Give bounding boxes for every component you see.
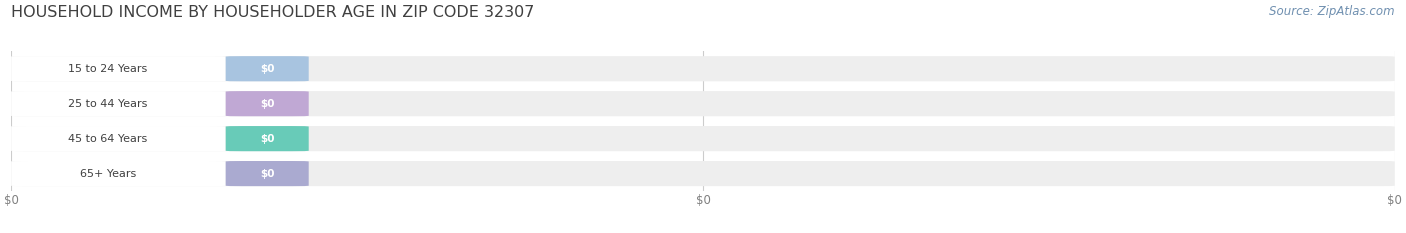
FancyBboxPatch shape	[11, 126, 226, 151]
Text: 45 to 64 Years: 45 to 64 Years	[67, 134, 148, 144]
Text: $0: $0	[260, 64, 274, 74]
Text: 25 to 44 Years: 25 to 44 Years	[67, 99, 148, 109]
Text: HOUSEHOLD INCOME BY HOUSEHOLDER AGE IN ZIP CODE 32307: HOUSEHOLD INCOME BY HOUSEHOLDER AGE IN Z…	[11, 5, 534, 20]
FancyBboxPatch shape	[11, 91, 226, 116]
FancyBboxPatch shape	[226, 91, 309, 116]
FancyBboxPatch shape	[11, 56, 1395, 81]
FancyBboxPatch shape	[226, 56, 309, 81]
FancyBboxPatch shape	[226, 161, 309, 186]
Text: 65+ Years: 65+ Years	[80, 169, 136, 178]
Text: $0: $0	[260, 169, 274, 178]
FancyBboxPatch shape	[11, 56, 226, 81]
FancyBboxPatch shape	[11, 161, 1395, 186]
FancyBboxPatch shape	[11, 91, 1395, 116]
Text: Source: ZipAtlas.com: Source: ZipAtlas.com	[1270, 5, 1395, 18]
Text: $0: $0	[260, 99, 274, 109]
FancyBboxPatch shape	[226, 126, 309, 151]
FancyBboxPatch shape	[11, 126, 1395, 151]
Text: 15 to 24 Years: 15 to 24 Years	[67, 64, 148, 74]
FancyBboxPatch shape	[11, 161, 226, 186]
Text: $0: $0	[260, 134, 274, 144]
